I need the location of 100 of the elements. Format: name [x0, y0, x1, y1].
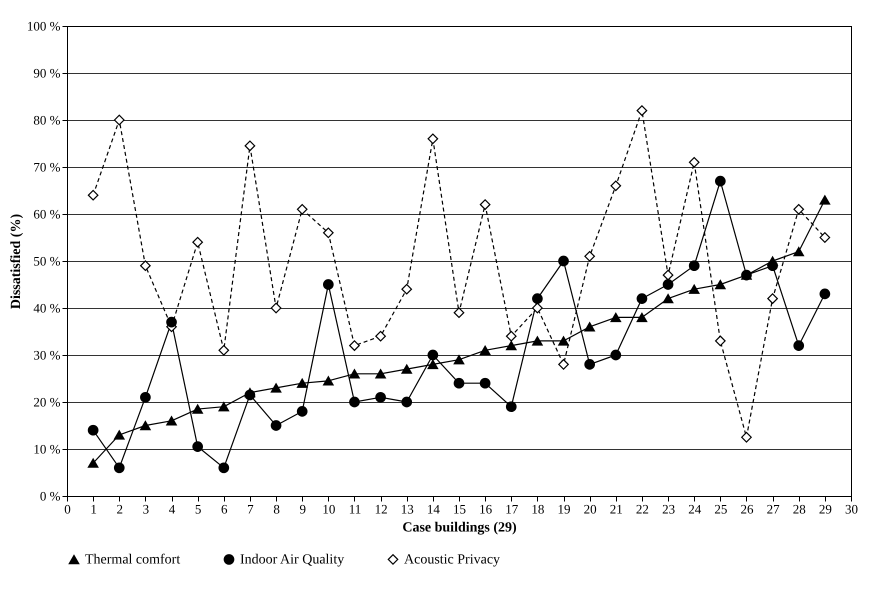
point	[532, 293, 543, 304]
point	[558, 336, 569, 346]
point	[270, 302, 282, 314]
point	[480, 378, 490, 389]
point	[428, 350, 438, 360]
point	[88, 458, 98, 468]
point	[767, 293, 778, 304]
point	[218, 344, 230, 356]
x-tick-label: 29	[818, 502, 832, 516]
point	[428, 133, 438, 144]
x-tick-label: 20	[584, 502, 597, 516]
x-tick-label: 23	[662, 502, 676, 516]
point	[322, 279, 334, 290]
point	[401, 284, 412, 295]
y-tick-label: 70 %	[33, 160, 61, 174]
x-axis-title: Case buildings (29)	[402, 520, 518, 536]
point	[140, 420, 151, 430]
legend-label: Thermal comfort	[85, 552, 180, 568]
x-tick-label: 2	[116, 502, 124, 516]
point	[322, 227, 334, 238]
point	[688, 156, 700, 168]
point	[584, 359, 596, 370]
point	[349, 396, 360, 408]
x-tick-label: 13	[400, 502, 414, 516]
point	[88, 190, 98, 201]
x-tick-label: 21	[610, 502, 623, 516]
x-tick-label: 26	[740, 502, 754, 516]
x-tick-label: 0	[64, 502, 71, 516]
y-tick-label: 100 %	[26, 18, 61, 34]
y-tick-label: 0 %	[40, 488, 61, 504]
point	[428, 360, 438, 370]
point	[793, 204, 804, 215]
point	[322, 376, 334, 386]
x-tick-label: 7	[247, 502, 254, 516]
point	[820, 288, 830, 300]
x-tick-label: 18	[531, 502, 544, 516]
point	[662, 279, 674, 290]
point	[532, 336, 543, 346]
point	[218, 402, 230, 412]
point	[506, 330, 517, 342]
x-tick-label: 14	[426, 502, 440, 516]
point	[506, 340, 517, 350]
y-axis-title: Dissatisfied (%)	[8, 214, 24, 310]
legend-label: Acoustic Privacy	[404, 552, 500, 568]
point	[688, 284, 700, 294]
point	[532, 302, 543, 314]
point	[375, 369, 386, 379]
point	[140, 260, 151, 272]
y-tick-label: 80 %	[33, 112, 61, 128]
point	[636, 293, 648, 304]
point	[584, 250, 596, 262]
point	[767, 256, 778, 266]
point	[349, 369, 360, 379]
point	[454, 378, 464, 389]
x-tick-label: 16	[479, 502, 493, 516]
point	[480, 199, 490, 210]
point	[610, 350, 622, 360]
point	[270, 420, 282, 431]
point	[114, 430, 125, 440]
point	[244, 140, 256, 152]
point	[793, 246, 804, 256]
x-tick-label: 28	[792, 502, 806, 516]
point	[662, 270, 674, 280]
x-tick-label: 24	[688, 502, 702, 516]
point	[480, 346, 490, 356]
point	[662, 294, 674, 304]
point	[166, 416, 177, 426]
point	[166, 316, 177, 328]
x-tick-label: 25	[714, 502, 728, 516]
x-tick-label: 8	[273, 502, 280, 516]
x-tick-label: 19	[558, 502, 571, 516]
point	[636, 312, 648, 322]
point	[375, 392, 386, 403]
point	[375, 330, 386, 342]
point	[296, 406, 308, 417]
point	[244, 388, 256, 398]
point	[192, 441, 204, 452]
x-tick-label: 12	[374, 502, 388, 516]
point	[140, 392, 151, 403]
y-tick-label: 10 %	[33, 442, 61, 456]
point	[88, 424, 98, 436]
point	[820, 195, 830, 205]
point	[820, 232, 830, 243]
point	[192, 236, 204, 248]
x-tick-label: 27	[766, 502, 780, 516]
x-tick-label: 9	[299, 502, 306, 516]
point	[454, 307, 464, 318]
point	[558, 359, 569, 370]
point	[714, 336, 726, 346]
y-tick-label: 90 %	[33, 66, 61, 80]
x-tick-label: 15	[453, 502, 466, 516]
x-tick-label: 1	[90, 502, 97, 516]
point	[610, 180, 622, 192]
point	[793, 340, 804, 351]
point	[714, 280, 726, 290]
point	[506, 401, 517, 412]
point	[401, 364, 412, 374]
point	[714, 176, 726, 186]
x-tick-label: 17	[505, 502, 519, 516]
y-tick-label: 20 %	[33, 394, 61, 410]
